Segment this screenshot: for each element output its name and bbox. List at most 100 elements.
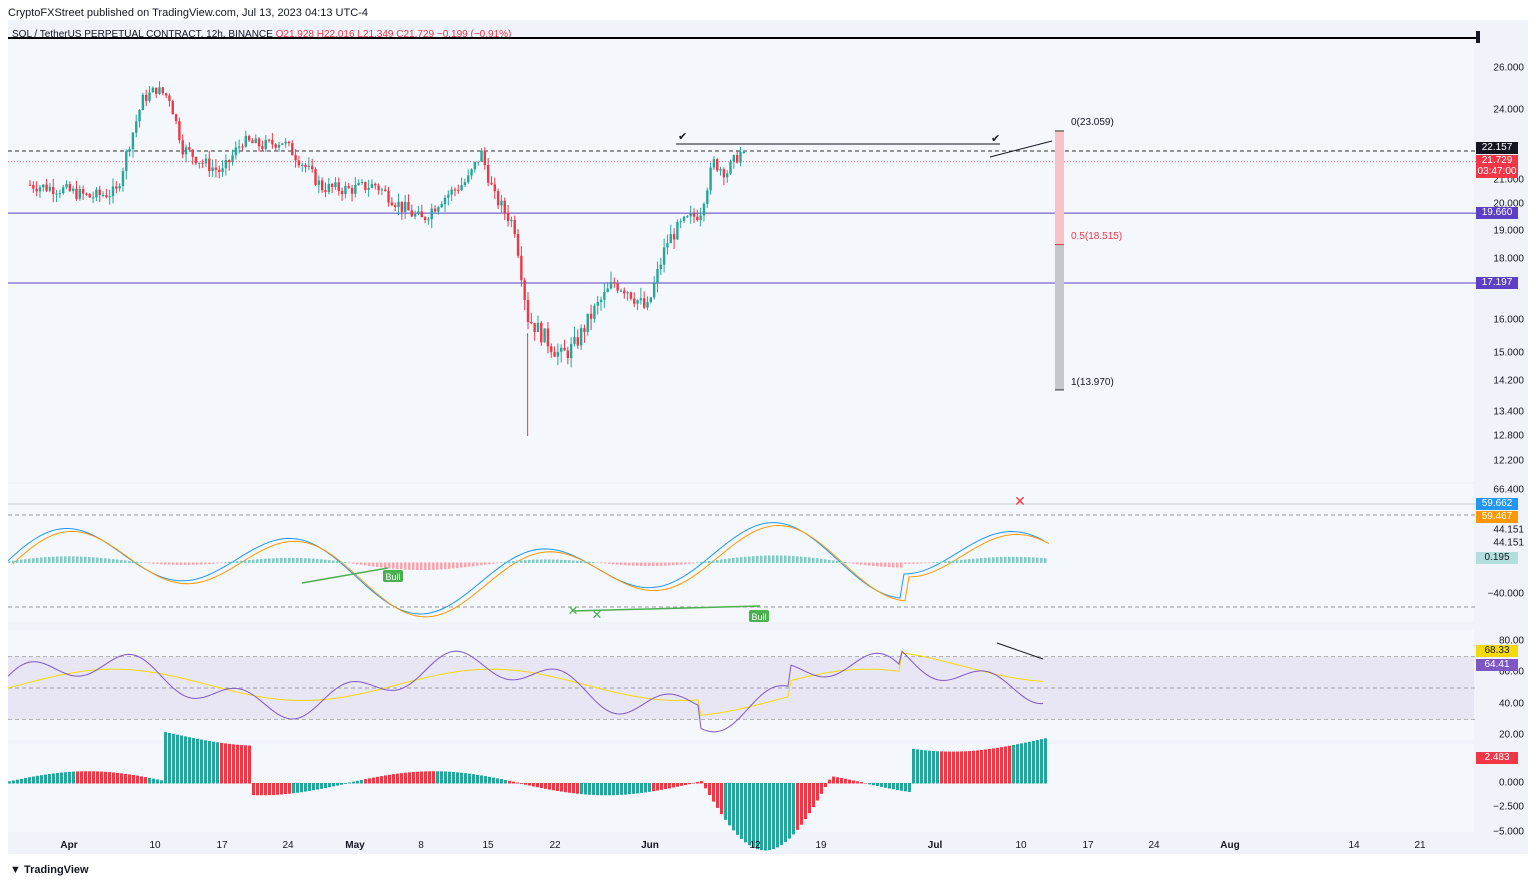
oscillator-bar bbox=[240, 745, 243, 784]
candle-body bbox=[108, 196, 111, 198]
candle-body bbox=[669, 234, 672, 244]
oscillator-bar bbox=[248, 745, 251, 784]
candle-body bbox=[88, 193, 91, 198]
candle-body bbox=[407, 202, 410, 211]
candle-body bbox=[467, 175, 470, 183]
fib-label-0: 0(23.059) bbox=[1071, 117, 1114, 128]
macd-histogram-bar bbox=[1008, 556, 1011, 563]
candle-body bbox=[330, 183, 334, 187]
oscillator-bar bbox=[704, 783, 707, 789]
candle-body bbox=[712, 159, 716, 168]
macd-pane[interactable] bbox=[8, 484, 1474, 622]
macd-histogram-bar bbox=[904, 562, 907, 564]
candle-body bbox=[198, 162, 201, 164]
bull-divergence-line-2 bbox=[571, 605, 761, 612]
oscillator-bar bbox=[364, 779, 367, 784]
price-pane[interactable] bbox=[8, 40, 1474, 482]
candle-body bbox=[652, 283, 656, 298]
macd-histogram-bar bbox=[504, 561, 507, 563]
macd-histogram-bar bbox=[56, 556, 59, 563]
price-badge: 22.157 bbox=[1476, 142, 1518, 154]
oscillator-bar bbox=[896, 783, 899, 790]
candle-body bbox=[453, 189, 457, 191]
macd-histogram-bar bbox=[916, 562, 919, 564]
oscillator-bar bbox=[308, 783, 311, 791]
candle-body bbox=[649, 297, 653, 303]
oscillator-bar bbox=[376, 776, 379, 784]
oscillator-bar bbox=[844, 778, 847, 784]
macd-histogram-bar bbox=[1000, 556, 1003, 563]
macd-histogram-bar bbox=[272, 558, 275, 563]
candle-body bbox=[490, 182, 493, 185]
oscillator-bar bbox=[480, 775, 483, 784]
price-badge: 03:47:00 bbox=[1476, 166, 1518, 178]
macd-histogram-bar bbox=[640, 562, 643, 566]
macd-histogram-bar bbox=[516, 560, 519, 563]
candle-body bbox=[732, 155, 736, 162]
candle-body bbox=[101, 195, 105, 197]
oscillator-bar bbox=[92, 771, 95, 784]
macd-histogram-bar bbox=[200, 562, 203, 565]
bull-label-bg bbox=[749, 610, 769, 622]
candle-body bbox=[247, 135, 251, 141]
macd-histogram-bar bbox=[452, 562, 455, 569]
macd-histogram-bar bbox=[392, 562, 395, 569]
macd-histogram-bar bbox=[876, 562, 879, 567]
macd-histogram-bar bbox=[480, 562, 483, 566]
oscillator-bar bbox=[8, 781, 11, 784]
candle-body bbox=[546, 328, 550, 347]
candle-body bbox=[729, 161, 732, 174]
macd-histogram-bar bbox=[900, 562, 903, 568]
oscillator-bar bbox=[956, 751, 959, 784]
oscillator-bar bbox=[492, 777, 495, 784]
macd-histogram-bar bbox=[924, 562, 927, 564]
oscillator-bar bbox=[976, 750, 979, 784]
signal-line bbox=[12, 525, 1050, 618]
tradingview-logo[interactable]: ▼ TradingView bbox=[10, 864, 89, 876]
macd-badge: 59.467 bbox=[1476, 511, 1518, 523]
candle-body bbox=[254, 138, 257, 144]
oscillator-bar bbox=[344, 783, 347, 784]
macd-histogram-bar bbox=[780, 555, 783, 563]
macd-histogram-bar bbox=[984, 557, 987, 563]
candle-body bbox=[513, 219, 516, 235]
oscillator-bar bbox=[760, 783, 763, 851]
macd-histogram-bar bbox=[716, 559, 719, 563]
candle-body bbox=[706, 190, 709, 204]
oscillator-bar bbox=[792, 783, 795, 835]
oscillator-bar bbox=[1044, 738, 1047, 784]
candle-body bbox=[387, 190, 390, 203]
oscillator-bar bbox=[1036, 740, 1039, 784]
oscillator-bar bbox=[636, 783, 639, 794]
rsi-pane[interactable] bbox=[8, 630, 1474, 740]
x-axis-label: 19 bbox=[815, 840, 827, 851]
macd-histogram-bar bbox=[656, 562, 659, 566]
macd-histogram-bar bbox=[400, 562, 403, 570]
oscillator-bar bbox=[32, 776, 35, 784]
macd-histogram-bar bbox=[96, 557, 99, 563]
candle-body bbox=[294, 155, 297, 161]
oscillator-bar bbox=[476, 774, 479, 784]
x-axis-label: Jun bbox=[641, 840, 659, 851]
macd-histogram-bar bbox=[20, 559, 23, 563]
macd-histogram-bar bbox=[980, 558, 983, 563]
candle-body bbox=[510, 219, 513, 222]
oscillator-bar bbox=[1032, 740, 1035, 784]
oscillator-bar bbox=[380, 776, 383, 784]
oscillator-bar bbox=[532, 783, 535, 787]
oscillator-bar bbox=[520, 783, 523, 784]
macd-histogram-bar bbox=[204, 562, 207, 565]
candle-body bbox=[533, 323, 536, 333]
candle-body bbox=[274, 144, 277, 148]
price-tick: 16.000 bbox=[1493, 314, 1524, 326]
oscillator-bar bbox=[864, 783, 867, 784]
oscillator-bar bbox=[840, 778, 843, 784]
macd-histogram-bar bbox=[532, 559, 535, 563]
macd-histogram-bar bbox=[224, 562, 227, 563]
oscillator-bar bbox=[296, 783, 299, 793]
oscillator-bar bbox=[604, 783, 607, 796]
candle-body bbox=[427, 219, 430, 221]
oscillator-bar bbox=[456, 772, 459, 784]
macd-histogram-bar bbox=[1032, 557, 1035, 563]
candle-body bbox=[98, 189, 101, 196]
